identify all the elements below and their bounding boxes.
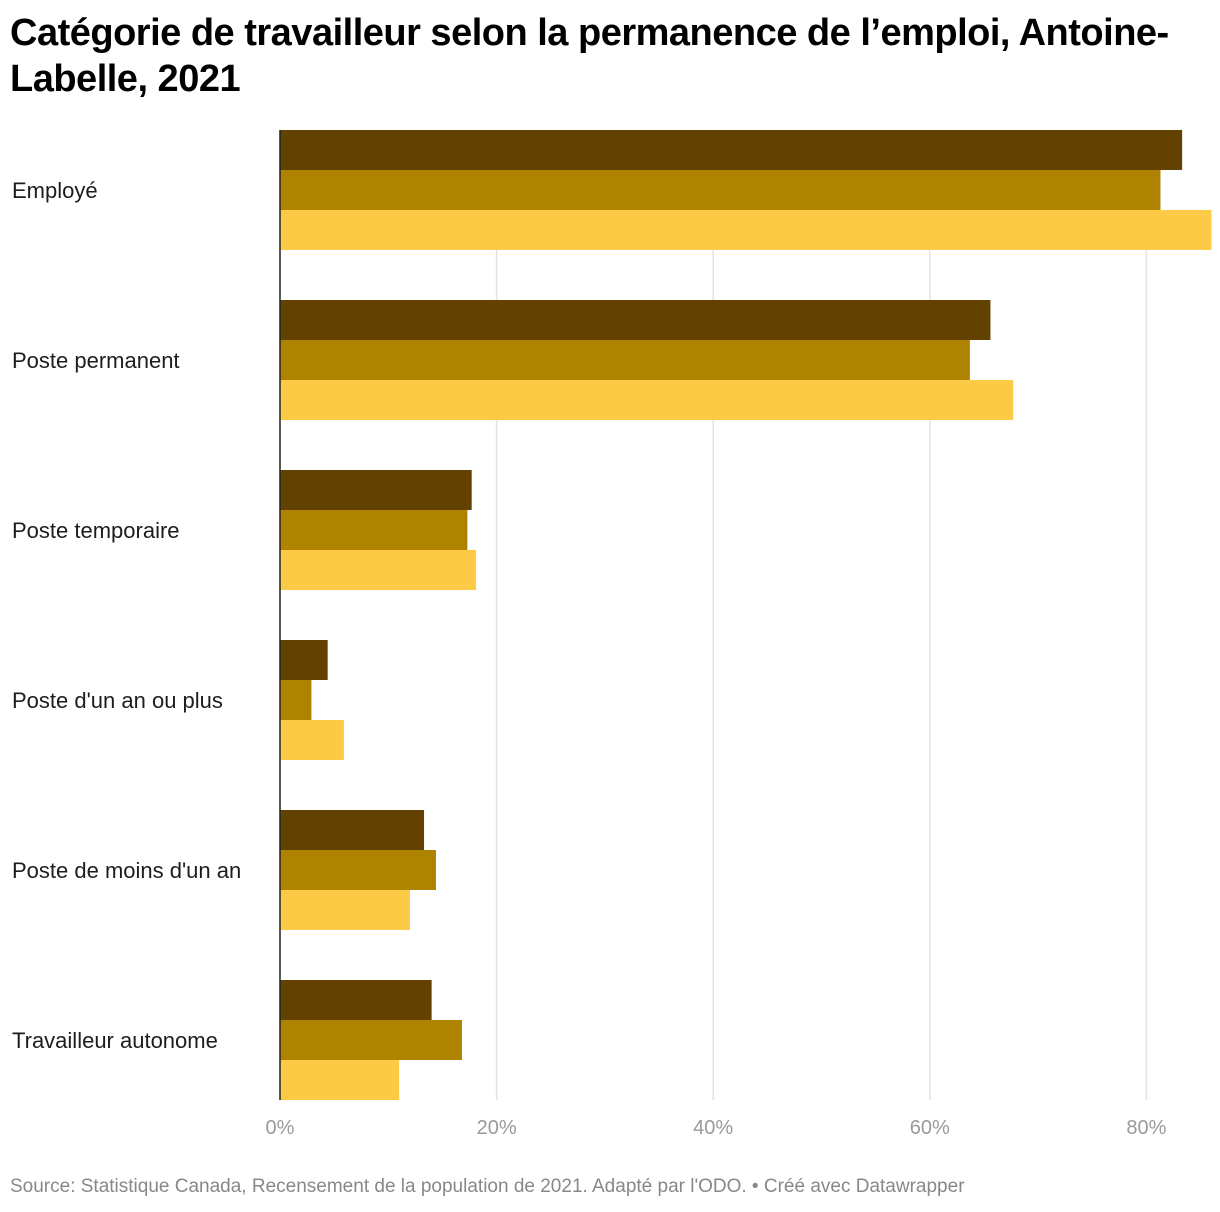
tick-label: 80% [1126, 1117, 1166, 1139]
bars [280, 130, 1212, 1100]
bar [280, 210, 1212, 250]
category-label: Poste permanent [12, 348, 180, 373]
bar [280, 890, 410, 930]
tick-label: 40% [693, 1117, 733, 1139]
category-label: Poste temporaire [12, 518, 180, 543]
tick-label: 20% [477, 1117, 517, 1139]
bar [280, 300, 991, 340]
bar [280, 380, 1014, 420]
gridlines [495, 130, 1148, 1100]
bar [280, 720, 344, 760]
category-labels: Employé Poste permanent Poste temporaire Po… [12, 178, 241, 1053]
category-label: Poste de moins d'un an [12, 858, 241, 883]
bar [280, 170, 1161, 210]
bar [280, 1020, 462, 1060]
bar [280, 810, 425, 850]
tick-label: 0% [266, 1117, 295, 1139]
bar [280, 640, 328, 680]
tick-label: 60% [910, 1117, 950, 1139]
category-label: Travailleur autonome [12, 1028, 218, 1053]
category-label: Poste d'un an ou plus [12, 688, 223, 713]
bar [280, 130, 1183, 170]
bar [280, 550, 477, 590]
bar [280, 850, 436, 890]
bar [280, 340, 970, 380]
source-note: Source: Statistique Canada, Recensement … [10, 1176, 965, 1197]
bar [280, 680, 312, 720]
chart-title: Catégorie de travailleur selon la perman… [10, 12, 1169, 100]
bar [280, 470, 472, 510]
bar [280, 510, 468, 550]
bar [280, 980, 432, 1020]
bar [280, 1060, 400, 1100]
x-axis-ticks: 0% 20% 40% 60% 80% [266, 1117, 1167, 1139]
category-label: Employé [12, 178, 98, 203]
